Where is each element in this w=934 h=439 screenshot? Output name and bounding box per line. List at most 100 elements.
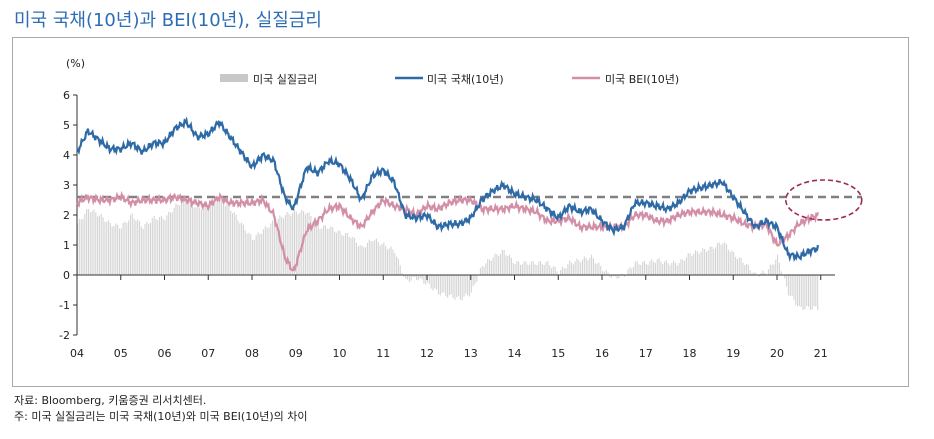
real-rate-bar	[809, 275, 811, 311]
real-rate-bar	[700, 251, 702, 275]
real-rate-bar	[550, 268, 553, 275]
real-rate-bar	[536, 264, 538, 275]
annotation-ellipse	[784, 179, 863, 221]
real-rate-bar	[707, 250, 709, 275]
real-rate-bar	[140, 226, 142, 275]
real-rate-bar	[86, 209, 88, 275]
real-rate-bar	[200, 209, 203, 275]
real-rate-bar	[93, 209, 95, 275]
real-rate-bar	[144, 224, 146, 275]
real-rate-bar	[806, 275, 808, 306]
y-tick-label: 0	[63, 269, 70, 282]
real-rate-bar	[705, 251, 708, 275]
real-rate-bar	[541, 264, 543, 275]
real-rate-bar	[319, 228, 321, 275]
real-rate-bar	[177, 204, 179, 275]
real-rate-bar	[569, 260, 571, 275]
real-rate-bar	[687, 253, 689, 275]
real-rate-bar	[718, 242, 720, 275]
real-rate-bar	[366, 242, 368, 275]
real-rate-bar	[193, 207, 195, 275]
real-rate-bar	[352, 236, 354, 275]
real-rate-bar	[682, 259, 684, 275]
real-rate-bar	[180, 201, 183, 275]
real-rate-bar	[310, 215, 312, 275]
real-rate-bar	[421, 275, 423, 280]
real-rate-bar	[124, 221, 126, 275]
real-rate-bar	[468, 275, 471, 297]
real-rate-bar	[168, 211, 170, 275]
real-rate-bar	[538, 261, 540, 275]
real-rate-bar	[386, 249, 388, 275]
x-tick-label: 14	[508, 347, 522, 360]
real-rate-bar	[375, 238, 378, 275]
real-rate-bar	[137, 219, 139, 275]
real-rate-bar	[372, 241, 374, 275]
real-rate-bar	[452, 275, 454, 298]
real-rate-bar	[131, 213, 133, 275]
real-rate-bar	[335, 232, 337, 275]
real-rate-bar	[483, 266, 485, 275]
real-rate-bar	[778, 262, 780, 275]
real-rate-bar	[408, 275, 410, 283]
real-rate-bar	[135, 220, 137, 275]
real-rate-bar	[571, 262, 573, 275]
real-rate-bar	[312, 221, 314, 275]
real-rate-bar	[241, 222, 243, 275]
real-rate-bar	[153, 215, 155, 275]
real-rate-bar	[128, 220, 130, 275]
ust10y-line	[76, 116, 820, 263]
real-rate-bar	[388, 248, 390, 275]
real-rate-bar	[727, 249, 729, 275]
real-rate-bar	[403, 275, 405, 277]
real-rate-bar	[487, 259, 489, 275]
real-rate-bar	[742, 262, 744, 275]
real-rate-bar	[330, 226, 332, 275]
real-rate-bar	[685, 257, 687, 275]
x-tick-label: 15	[551, 347, 565, 360]
real-rate-bar	[496, 254, 498, 275]
real-rate-bar	[696, 251, 698, 275]
real-rate-bar	[488, 259, 491, 275]
real-rate-bar	[186, 199, 188, 275]
real-rate-bar	[162, 218, 164, 275]
x-tick-label: 07	[201, 347, 215, 360]
real-rate-bar	[111, 226, 113, 275]
real-rate-bar	[459, 275, 461, 300]
legend-swatch-real-rate	[220, 74, 248, 82]
real-rate-bar	[476, 275, 478, 282]
real-rate-bar	[567, 264, 569, 275]
real-rate-bar	[160, 215, 162, 275]
real-rate-bar	[658, 258, 660, 275]
real-rate-bar	[414, 275, 416, 278]
real-rate-bar	[361, 245, 363, 275]
real-rate-bar	[219, 197, 221, 275]
real-rate-bar	[583, 256, 585, 275]
real-rate-bar	[494, 253, 496, 275]
real-rate-bar	[301, 209, 303, 275]
real-rate-bar	[807, 275, 810, 307]
real-rate-bar	[430, 275, 432, 289]
real-rate-bar	[514, 264, 516, 275]
real-rate-bar	[540, 260, 542, 275]
real-rate-bar	[793, 275, 795, 300]
y-axis-unit: (%)	[66, 57, 85, 70]
real-rate-bar	[390, 246, 392, 275]
real-rate-bar	[334, 231, 336, 275]
real-rate-bar	[343, 235, 345, 275]
real-rate-bar	[813, 275, 815, 307]
real-rate-bar	[439, 275, 441, 296]
real-rate-bar	[293, 209, 296, 275]
real-rate-bar	[798, 275, 800, 306]
real-rate-bar	[702, 248, 704, 275]
real-rate-bar	[764, 272, 766, 275]
real-rate-bar	[199, 207, 201, 275]
real-rate-bar	[578, 260, 580, 275]
real-rate-bar	[711, 246, 713, 275]
real-rate-bar	[299, 212, 301, 275]
real-rate-bar	[392, 249, 394, 275]
real-rate-bar	[749, 269, 751, 275]
real-rate-bar	[725, 244, 728, 275]
real-rate-bar	[560, 269, 562, 275]
real-rate-bar	[509, 254, 511, 275]
